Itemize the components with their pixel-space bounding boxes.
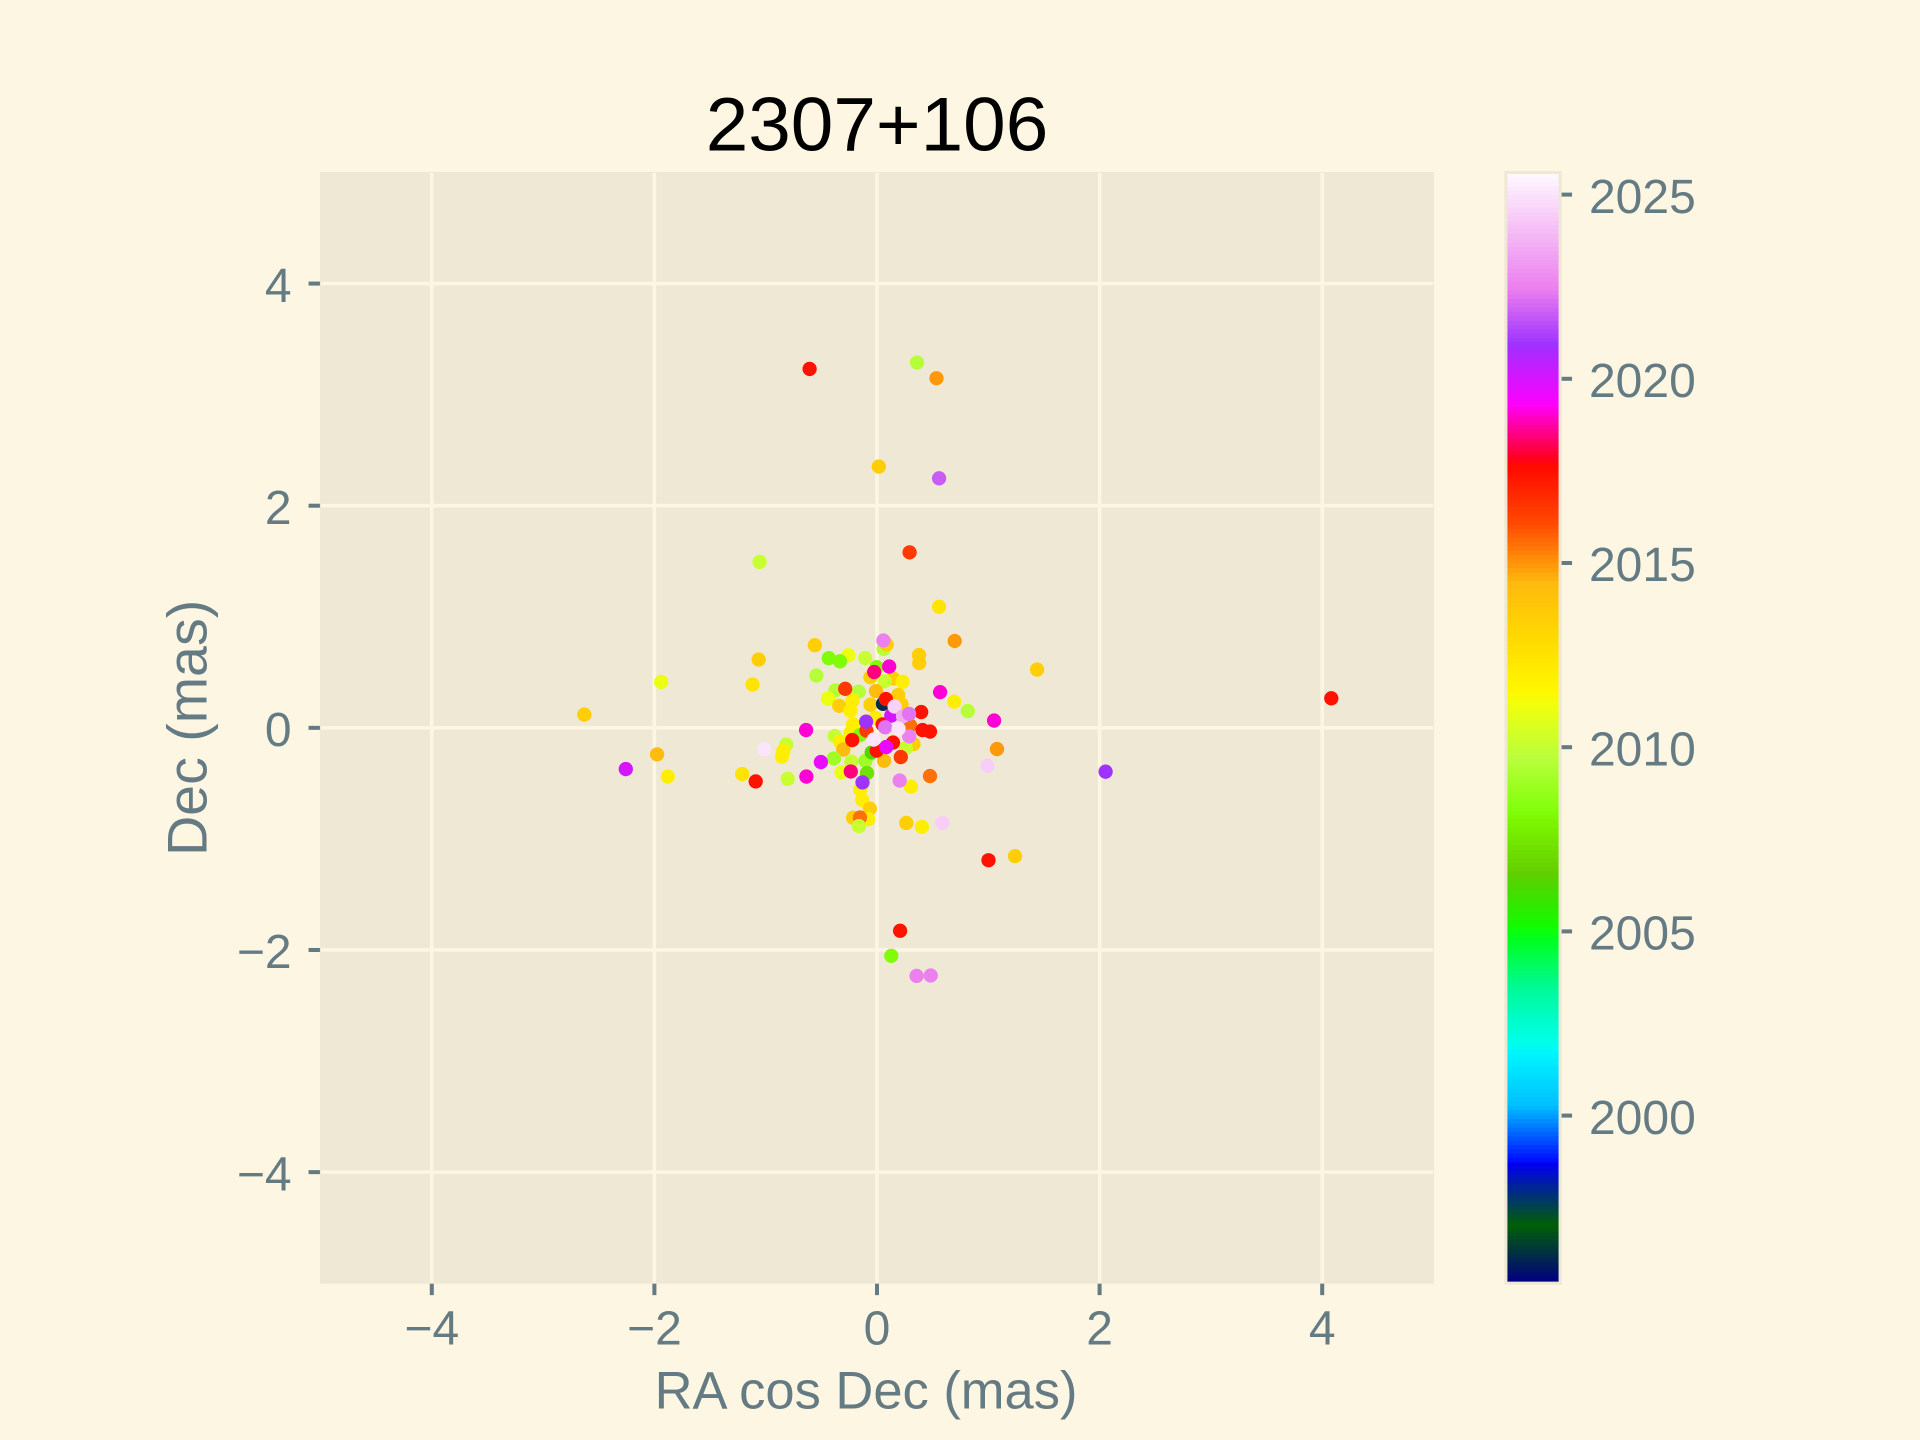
svg-text:0: 0: [265, 704, 292, 757]
svg-text:Dec (mas): Dec (mas): [157, 600, 219, 856]
svg-text:2307+106: 2307+106: [706, 82, 1049, 167]
svg-text:−2: −2: [627, 1303, 682, 1356]
svg-text:4: 4: [1309, 1303, 1336, 1356]
svg-text:4: 4: [265, 260, 292, 313]
svg-text:RA cos Dec (mas): RA cos Dec (mas): [655, 1362, 1078, 1421]
svg-text:−4: −4: [404, 1303, 459, 1356]
svg-text:2020: 2020: [1589, 355, 1696, 408]
svg-text:2: 2: [1086, 1303, 1113, 1356]
svg-text:−4: −4: [237, 1148, 292, 1201]
svg-text:2010: 2010: [1589, 723, 1696, 776]
svg-text:2015: 2015: [1589, 539, 1696, 592]
svg-text:−2: −2: [237, 926, 292, 979]
svg-text:2025: 2025: [1589, 171, 1696, 224]
svg-text:2005: 2005: [1589, 908, 1696, 961]
svg-text:2: 2: [265, 482, 292, 535]
svg-text:0: 0: [864, 1303, 891, 1356]
svg-text:2000: 2000: [1589, 1092, 1696, 1145]
